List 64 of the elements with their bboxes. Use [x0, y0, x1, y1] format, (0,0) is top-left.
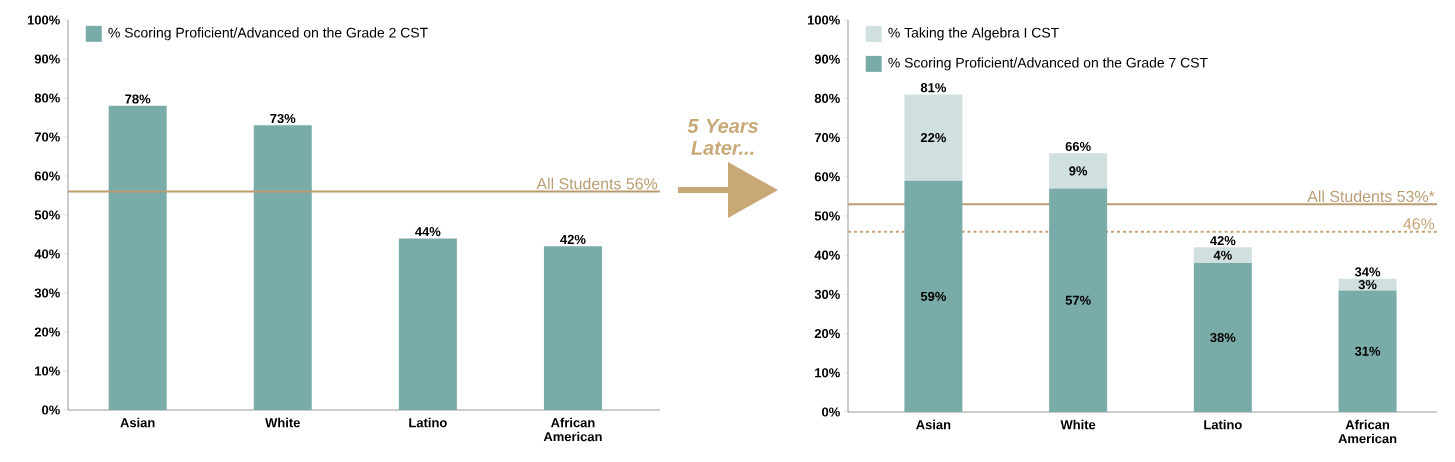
total-label: 66%	[1065, 141, 1091, 152]
y-tick-label: 20%	[814, 329, 840, 339]
y-tick-label: 40%	[34, 249, 60, 259]
total-label: 42%	[1210, 236, 1236, 246]
data-label: 78%	[125, 94, 151, 104]
bar	[1049, 153, 1108, 189]
y-tick-label: 100%	[27, 15, 60, 25]
y-tick-label: 70%	[34, 132, 60, 142]
data-label: 4%	[1213, 250, 1232, 260]
data-label: 59%	[920, 291, 947, 301]
y-tick-label: 0%	[42, 405, 60, 415]
x-tick-label: White	[1060, 419, 1096, 430]
total-label: 34%	[1354, 267, 1381, 277]
bar	[904, 180, 963, 412]
text: 5 Years Later...	[687, 119, 758, 155]
y-tick-label: 80%	[34, 93, 60, 103]
bar	[1338, 290, 1397, 412]
data-label: 9%	[1069, 166, 1088, 176]
data-label: 3%	[1358, 280, 1377, 290]
ref-line-label: All Students 53%*	[1307, 190, 1435, 203]
legend-label: % Scoring Proficient/Advanced on the Grade 2 CST	[108, 27, 428, 41]
x-tick-label: Asian	[120, 417, 155, 428]
y-tick-label: 90%	[814, 54, 840, 64]
y-tick-label: 0%	[822, 407, 840, 417]
y-tick-label: 30%	[814, 289, 840, 299]
data-label: 57%	[1065, 295, 1091, 305]
y-tick-label: 60%	[814, 172, 840, 182]
y-tick-label: 30%	[34, 288, 60, 298]
y-tick-label: 60%	[34, 171, 60, 181]
y-tick-label: 50%	[814, 211, 840, 221]
bar	[108, 105, 167, 410]
data-label: 31%	[1354, 346, 1381, 356]
data-label: 38%	[1210, 332, 1236, 343]
y-tick-label: 40%	[814, 250, 840, 260]
legend-label: % Scoring Proficient/Advanced on the Grade 7 CST	[888, 57, 1208, 71]
x-tick-label: Asian	[916, 419, 951, 430]
x-tick-label: Latino	[1204, 419, 1242, 430]
bar	[904, 94, 963, 181]
bar	[253, 125, 312, 410]
y-tick-label: 100%	[807, 15, 840, 25]
legend-label: % Taking the Algebra I CST	[888, 27, 1059, 41]
data-label: 22%	[920, 133, 947, 143]
bar	[398, 238, 457, 410]
x-tick-label: Latino	[409, 417, 447, 428]
bar	[1193, 247, 1252, 264]
bar	[1193, 263, 1252, 412]
y-tick-label: 10%	[35, 366, 60, 376]
y-tick-label: 70%	[814, 133, 840, 143]
total-label: 81%	[920, 83, 947, 93]
data-label: 73%	[270, 113, 296, 124]
y-tick-label: 20%	[34, 327, 60, 337]
bar	[543, 246, 602, 410]
y-tick-label: 80%	[814, 93, 840, 103]
x-tick-label: White	[265, 417, 300, 428]
data-label: 42%	[560, 234, 586, 244]
y-tick-label: 10%	[815, 368, 840, 378]
data-label: 44%	[415, 227, 441, 237]
ref-line-label: All Students 56%	[536, 177, 658, 190]
x-tick-label: African American	[543, 417, 602, 442]
x-tick-label: African American	[1338, 419, 1397, 444]
y-tick-label: 50%	[34, 210, 60, 220]
bar	[1049, 188, 1108, 412]
ref-line-label: 46%	[1403, 218, 1435, 230]
y-tick-label: 90%	[34, 54, 60, 64]
